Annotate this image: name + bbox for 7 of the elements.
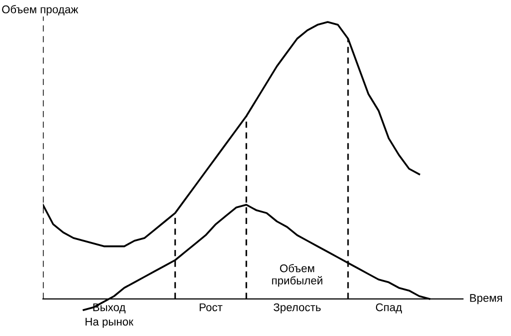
x-axis-title: Время xyxy=(470,294,502,304)
annotation: Спад xyxy=(376,303,402,314)
annotation: Выход На рынок xyxy=(86,303,134,328)
chart-title: Объем продаж xyxy=(2,5,78,16)
annotation: Зрелость xyxy=(274,303,321,314)
series-label: Объем прибылей xyxy=(272,264,322,287)
annotation: Рост xyxy=(200,303,222,312)
